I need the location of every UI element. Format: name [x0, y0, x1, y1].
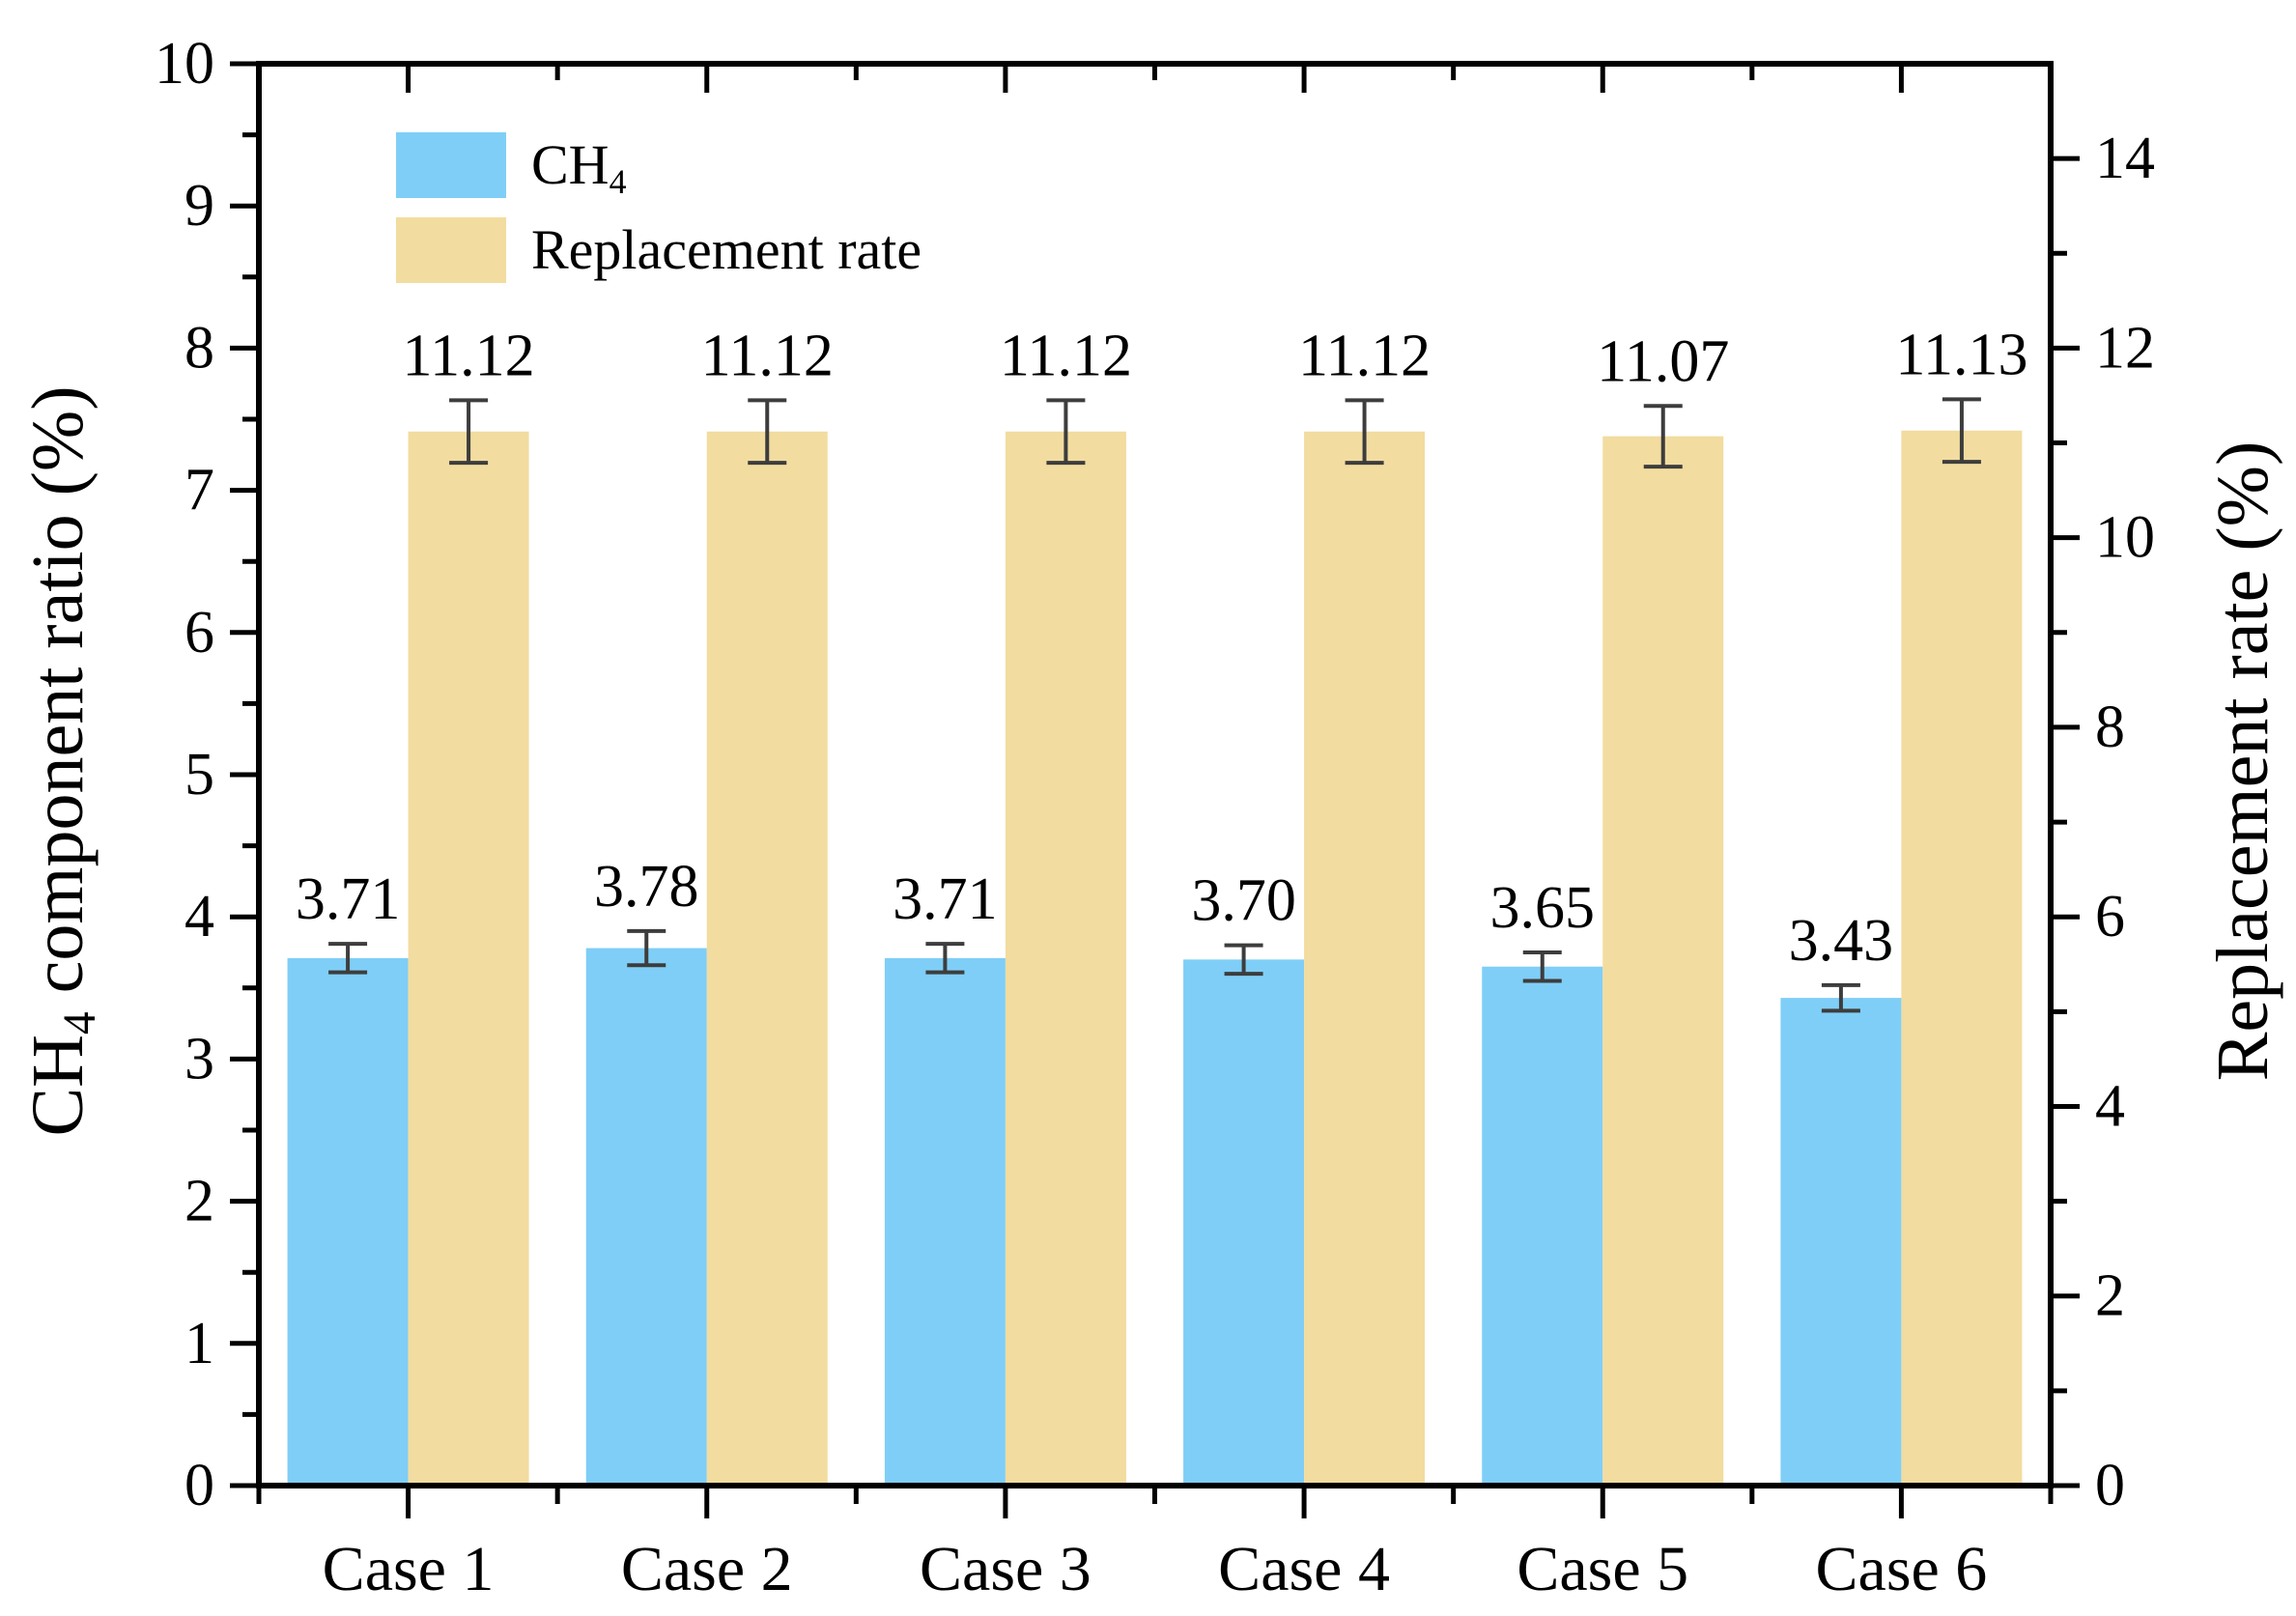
- legend-label-ch4-sub: 4: [609, 162, 627, 202]
- left-axis-tick-label: 3: [184, 1026, 214, 1092]
- left-axis-title: CH4 component ratio (%): [17, 385, 105, 1136]
- left-axis-tick-label: 2: [184, 1169, 214, 1234]
- left-axis-title-pre: CH: [17, 1034, 99, 1137]
- ch4-bar: [1482, 966, 1603, 1486]
- error-bar: [328, 942, 368, 975]
- left-axis-tick-label: 7: [184, 458, 214, 524]
- legend-item-replacement-rate: Replacement rate: [396, 217, 921, 283]
- right-axis-tick-label: 12: [2095, 315, 2155, 381]
- left-axis-tick-label: 9: [184, 173, 214, 239]
- replacement-rate-bar: [1901, 430, 2023, 1486]
- value-label: 3.71: [296, 866, 401, 932]
- legend-label-replacement-rate-main: Replacement rate: [531, 218, 922, 281]
- right-axis-tick-label: 6: [2095, 884, 2125, 950]
- x-category-label: Case 4: [1218, 1534, 1390, 1604]
- right-axis-tick-label: 14: [2095, 126, 2155, 191]
- right-axis-title-text: Replacement rate (%): [2202, 440, 2283, 1082]
- value-label: 11.12: [1000, 323, 1132, 388]
- legend-label-replacement-rate: Replacement rate: [531, 217, 921, 283]
- value-label: 11.07: [1597, 328, 1729, 394]
- right-axis-tick-label: 8: [2095, 695, 2125, 760]
- replacement-rate-bar: [706, 431, 828, 1486]
- right-axis-tick-label: 0: [2095, 1453, 2125, 1518]
- error-bar: [1046, 398, 1086, 466]
- error-bar: [1821, 982, 1860, 1013]
- left-axis-tick-label: 8: [184, 315, 214, 381]
- error-bar: [925, 942, 965, 975]
- ch4-bar: [287, 957, 409, 1486]
- value-label: 11.12: [402, 323, 534, 388]
- legend-label-ch4: CH4: [531, 132, 627, 202]
- right-axis-title: Replacement rate (%): [2202, 441, 2283, 1082]
- left-axis-tick-label: 4: [184, 884, 214, 950]
- legend-item-ch4: CH4: [396, 132, 921, 202]
- replacement-rate-bar: [1602, 436, 1724, 1486]
- ch4-bar: [1183, 959, 1305, 1486]
- replacement-rate-bar: [1005, 431, 1126, 1486]
- legend: CH4 Replacement rate: [396, 132, 921, 283]
- right-axis-tick-label: 10: [2095, 505, 2155, 571]
- ch4-bar: [884, 957, 1006, 1486]
- replacement-rate-bar: [1304, 431, 1426, 1486]
- value-label: 3.71: [893, 866, 998, 932]
- left-axis-tick-label: 6: [184, 600, 214, 666]
- legend-swatch-replacement-rate: [396, 217, 506, 283]
- right-axis-tick-label: 4: [2095, 1073, 2125, 1139]
- error-bar: [1522, 950, 1562, 983]
- left-axis-tick-label: 0: [184, 1453, 214, 1518]
- ch4-bar: [1780, 998, 1902, 1486]
- error-bar: [1643, 404, 1683, 469]
- error-bar: [627, 928, 666, 968]
- value-label: 11.12: [701, 323, 834, 388]
- ch4-bar: [585, 948, 707, 1486]
- legend-label-ch4-main: CH: [531, 133, 609, 196]
- left-axis-title-sub: 4: [55, 1011, 106, 1035]
- value-label: 3.43: [1789, 908, 1894, 974]
- left-axis-tick-label: 5: [184, 742, 214, 808]
- x-category-label: Case 2: [621, 1534, 793, 1604]
- value-label: 3.78: [594, 854, 699, 920]
- right-axis-tick-label: 2: [2095, 1263, 2125, 1329]
- value-label: 11.13: [1895, 322, 2027, 387]
- error-bar: [1224, 943, 1263, 977]
- value-label: 3.65: [1490, 875, 1596, 941]
- left-axis-tick-label: 10: [155, 31, 214, 97]
- replacement-rate-bar: [408, 431, 529, 1486]
- x-category-label: Case 6: [1816, 1534, 1988, 1604]
- left-axis-title-post: component ratio (%): [17, 385, 99, 1012]
- error-bar: [748, 398, 787, 466]
- x-category-label: Case 1: [323, 1534, 495, 1604]
- legend-swatch-ch4: [396, 132, 506, 198]
- x-category-label: Case 5: [1516, 1534, 1688, 1604]
- error-bar: [1942, 397, 1981, 465]
- value-label: 3.70: [1191, 868, 1296, 934]
- left-axis-tick-label: 1: [184, 1311, 214, 1376]
- value-label: 11.12: [1298, 323, 1431, 388]
- x-category-label: Case 3: [920, 1534, 1091, 1604]
- error-bar: [1345, 398, 1384, 466]
- error-bar: [449, 398, 489, 466]
